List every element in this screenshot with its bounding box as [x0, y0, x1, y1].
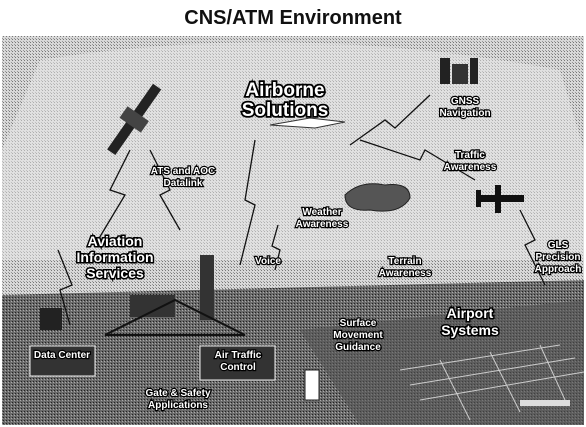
label-line: Surface [340, 318, 377, 329]
label-line: Applications [148, 400, 208, 411]
storm-cloud [345, 184, 410, 211]
tower [200, 255, 214, 320]
label-line: Weather [302, 207, 341, 218]
diagram: CNS/ATM Environment AirborneSolutions GN… [0, 0, 586, 427]
label-line: GNSS [451, 96, 480, 107]
label-line: Solutions [242, 100, 329, 121]
label-line: Awareness [379, 268, 432, 279]
display-panel [305, 370, 319, 400]
label-line: Information [77, 249, 154, 265]
label-line: Voice [255, 256, 281, 267]
node-label: Voice [255, 256, 281, 267]
vehicle [130, 295, 175, 317]
label-line: Awareness [296, 219, 349, 230]
page: CNS/ATM Environment AirborneSolutions GN… [0, 0, 586, 427]
label-line: Air Traffic [215, 350, 262, 361]
label-line: GLS [548, 240, 569, 251]
dish [40, 308, 62, 330]
label-line: Control [220, 362, 256, 373]
label-line: Aviation [88, 233, 143, 249]
node-label: Data Center [34, 350, 90, 361]
label-line: Navigation [439, 108, 490, 119]
label-line: Precision [535, 252, 580, 263]
label-line: Datalink [164, 178, 203, 189]
label-line: Approach [535, 264, 582, 275]
label-line: Airport [447, 305, 494, 321]
label-line: Guidance [335, 342, 381, 353]
aircraft-ground [520, 400, 570, 406]
sky-glow [2, 42, 584, 260]
label-line: Awareness [444, 162, 497, 173]
label-line: Data Center [34, 350, 90, 361]
label-line: Systems [441, 322, 499, 338]
title: CNS/ATM Environment [184, 7, 402, 29]
label-line: Terrain [388, 256, 421, 267]
label-line: Airborne [245, 80, 324, 101]
label-line: ATS and AOC [151, 166, 215, 177]
label-line: Gate & Safety [145, 388, 210, 399]
label-line: Traffic [455, 150, 485, 161]
label-line: Movement [333, 330, 383, 341]
label-line: Services [86, 265, 144, 281]
